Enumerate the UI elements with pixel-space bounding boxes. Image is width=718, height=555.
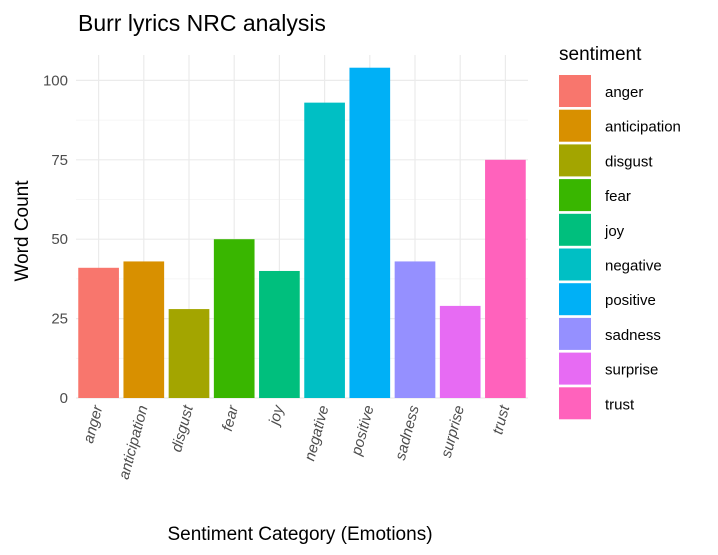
legend-key-joy (559, 213, 591, 246)
bar-joy (259, 270, 300, 398)
legend-label: positive (605, 292, 656, 309)
legend-key-anticipation (559, 109, 591, 142)
y-tick-label: 75 (51, 152, 68, 169)
legend-label: trust (605, 396, 635, 413)
legend-key-positive (559, 283, 591, 316)
legend-key-surprise (559, 352, 591, 385)
legend-key-trust (559, 387, 591, 420)
legend-key-anger (559, 75, 591, 107)
bars (78, 67, 526, 398)
x-axis-title: Sentiment Category (Emotions) (167, 524, 432, 545)
y-tick-label: 25 (51, 311, 68, 328)
chart-title: Burr lyrics NRC analysis (78, 10, 326, 36)
y-tick-label: 50 (51, 231, 68, 248)
y-tick-label: 0 (60, 390, 68, 407)
legend-key-sadness (559, 317, 591, 350)
x-tick-label: sadness (392, 403, 423, 462)
bar-sadness (394, 261, 436, 398)
bar-fear (213, 239, 255, 398)
legend-key-fear (559, 179, 591, 212)
legend-label: negative (605, 258, 662, 275)
bar-trust (485, 159, 526, 398)
legend-label: disgust (605, 153, 653, 170)
x-tick-label: anger (80, 403, 107, 445)
x-tick-label: negative (301, 404, 332, 463)
bar-anticipation (123, 261, 165, 398)
x-axis-ticks: anger anticipation disgust fear joy negative p… (80, 402, 513, 481)
legend-label: anticipation (605, 119, 681, 136)
y-tick-label: 100 (43, 72, 68, 89)
x-tick-label: anticipation (116, 404, 152, 482)
bar-surprise (439, 305, 481, 398)
x-tick-label: disgust (168, 403, 197, 454)
legend-label: joy (604, 223, 625, 240)
legend: sentiment anger anticipation disgust fear jo… (559, 44, 681, 420)
legend-label: surprise (605, 362, 658, 379)
y-axis-title: Word Count (12, 180, 33, 282)
x-tick-label: positive (348, 404, 378, 458)
x-tick-label: fear (219, 403, 242, 433)
bar-positive (349, 67, 391, 398)
bar-anger (78, 267, 119, 398)
bar-negative (304, 102, 345, 398)
legend-label: anger (605, 84, 643, 101)
legend-title: sentiment (559, 44, 642, 65)
bar-disgust (168, 309, 210, 398)
legend-label: fear (605, 188, 631, 205)
legend-key-disgust (559, 144, 591, 177)
x-tick-label: surprise (438, 404, 468, 460)
legend-label: sadness (605, 327, 661, 344)
x-tick-label: joy (265, 402, 287, 428)
x-tick-label: trust (489, 403, 513, 436)
y-axis-ticks: 0 25 50 75 100 (43, 72, 68, 407)
legend-key-negative (559, 248, 591, 281)
